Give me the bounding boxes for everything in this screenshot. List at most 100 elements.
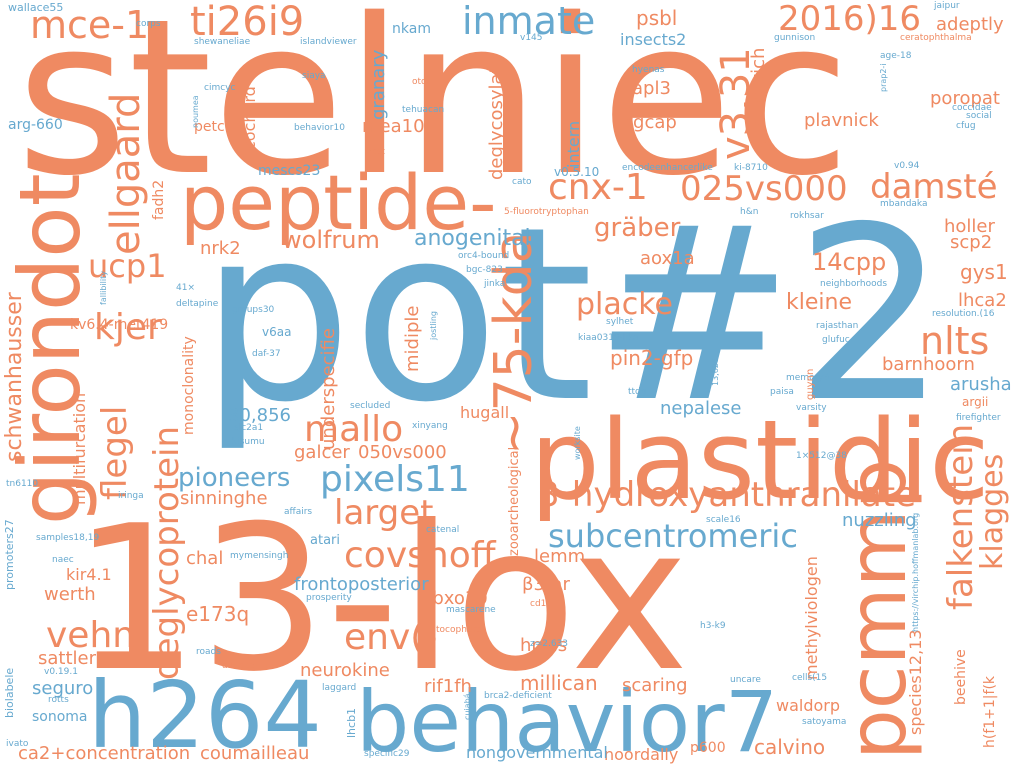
word-v0-5-10: v0.5.10 <box>554 165 600 179</box>
word-behavior10: behavior10 <box>294 123 345 133</box>
word-kiaa0319-like: kiaa0319-like <box>578 333 639 343</box>
word-v6aa: v6aa <box>262 325 292 339</box>
word-glufuc: glufuc <box>822 335 850 345</box>
word-anogenital: anogenital <box>414 226 531 251</box>
word-deglycosylate: deglycosylate <box>486 55 507 180</box>
word-kleine: kleine <box>786 290 852 315</box>
word-vehn: vehn <box>46 615 136 656</box>
word-h3-k9: h3-k9 <box>700 621 726 631</box>
word-050vs000: 050vs000 <box>358 442 447 463</box>
word-cuiaba: cuiabá <box>463 693 472 720</box>
word-13626: 13,626 <box>711 358 720 386</box>
word-b3-ar: β3-ar <box>522 574 570 595</box>
word-h264: h264 <box>88 662 322 768</box>
word-14cpp: 14cpp <box>812 248 887 276</box>
word-mbandaka: mbandaka <box>880 199 928 209</box>
word-coumailleau: coumailleau <box>200 743 310 764</box>
word-tehuacan: tehuacan <box>402 105 445 115</box>
word-xinyang: xinyang <box>412 421 448 431</box>
word-nlts: nlts <box>920 319 990 363</box>
word-atari: atari <box>310 533 340 548</box>
word-midiple: midiple <box>402 305 423 372</box>
word-beehive: beehive <box>953 649 969 705</box>
word-tocopherol: tocopherol <box>436 625 484 635</box>
word-prap2-i: prap2-i <box>879 63 888 92</box>
word-inmate: inmate <box>462 0 596 43</box>
word-z2633: z=2.633 <box>530 639 569 649</box>
word-rajasthan: rajasthan <box>816 321 859 331</box>
word-underspecifie: underspecifie <box>318 328 339 450</box>
word-ucp1: ucp1 <box>88 247 167 285</box>
word-psbl: psbl <box>636 6 678 30</box>
word-petc: petc <box>194 119 225 135</box>
word-aox1a: aox1a <box>640 248 695 269</box>
word-corps: corps <box>136 19 161 29</box>
word-hcst: hcst <box>366 147 385 157</box>
word-jinka: jinka <box>484 279 506 289</box>
word-41x: 41× <box>176 283 195 293</box>
word-resolution-16: resolution.(16 <box>932 309 995 319</box>
word-sonoma: sonoma <box>32 709 88 725</box>
word-v145: v145 <box>520 33 543 43</box>
word-e173q: e173q <box>186 602 250 626</box>
word-cato: cato <box>512 177 532 187</box>
word-paisa: paisa <box>770 387 794 397</box>
word-uncare: uncare <box>730 675 761 685</box>
word-insects2: insects2 <box>620 30 687 49</box>
word-multifurcation: multifurcation <box>70 392 89 505</box>
word-neurokine: neurokine <box>300 660 390 681</box>
word-adeptly: adeptly <box>936 14 1004 35</box>
word-fallibility: fallibility <box>99 270 108 305</box>
word-kv6-4-met419: kv6.4-met419 <box>70 317 169 333</box>
word-ti26i9: ti26i9 <box>190 0 305 45</box>
word-30856: 30,856 <box>228 405 291 426</box>
word-tgcap: tgcap <box>626 112 677 133</box>
word-ivato: ivato <box>6 739 29 749</box>
word-nrk2: nrk2 <box>200 238 241 259</box>
word-cochard: cochard <box>240 86 259 150</box>
word-sylhet: sylhet <box>606 317 634 327</box>
word-v0-94: v0.94 <box>894 161 920 171</box>
word-promoters27: promoters27 <box>3 519 16 590</box>
word-seguro: seguro <box>32 678 94 699</box>
word-fbxo30: fbxo30 <box>426 588 488 609</box>
word-firefighter: firefighter <box>956 413 1001 423</box>
word-ttdg: ttdg <box>628 387 647 397</box>
word-ceratophthalma: ceratophthalma <box>900 33 972 43</box>
word-mescs23: mescs23 <box>258 163 321 179</box>
word-laggard: laggard <box>322 683 357 693</box>
word-mce-1: mce-1 <box>30 3 150 47</box>
word-satoyama: satoyama <box>802 717 847 727</box>
word-neighborhoods: neighborhoods <box>820 279 888 289</box>
word-arg-660: arg-660 <box>8 117 63 133</box>
word-damste: damsté <box>870 167 998 207</box>
word-holler: holler <box>944 216 995 237</box>
word-nuzzling: nuzzling <box>842 510 917 531</box>
word-siaya: siaya <box>302 71 326 81</box>
word-wolfrum: wolfrum <box>282 226 380 254</box>
word-pioneers: pioneers <box>178 463 291 493</box>
word-cfug: cfug <box>956 121 976 131</box>
word-lhca2: lhca2 <box>958 290 1007 311</box>
word-pin2-gfp: pin2-gfp <box>610 346 694 370</box>
word-frontoposterior: frontoposterior <box>294 574 429 595</box>
word-flegel: flegel <box>95 405 135 500</box>
word-cells15: cells(15 <box>792 673 828 683</box>
word-kjer: kjer <box>94 307 162 348</box>
word-worksite: worksite <box>573 426 582 460</box>
word-rokhsar: rokhsar <box>790 211 824 221</box>
word-deltapine: deltapine <box>176 299 219 309</box>
word-sinninghe: sinninghe <box>180 488 268 509</box>
word-scaring: scaring <box>622 675 688 696</box>
word-schwanhausser: schwanhausser <box>2 292 27 462</box>
word-fadh2: fadh2 <box>151 179 167 220</box>
word-groups30: groups30 <box>232 305 275 315</box>
word-kisumu: kisumu <box>232 437 265 447</box>
word-age-18: age-18 <box>880 51 912 61</box>
word-plavnick: plavnick <box>804 110 879 131</box>
word-bgc-823: bgc-823 <box>466 265 503 275</box>
word-intern: intern <box>564 120 583 168</box>
word-behavior7: behavior7 <box>356 673 779 768</box>
word-arusha: arusha <box>950 374 1012 395</box>
